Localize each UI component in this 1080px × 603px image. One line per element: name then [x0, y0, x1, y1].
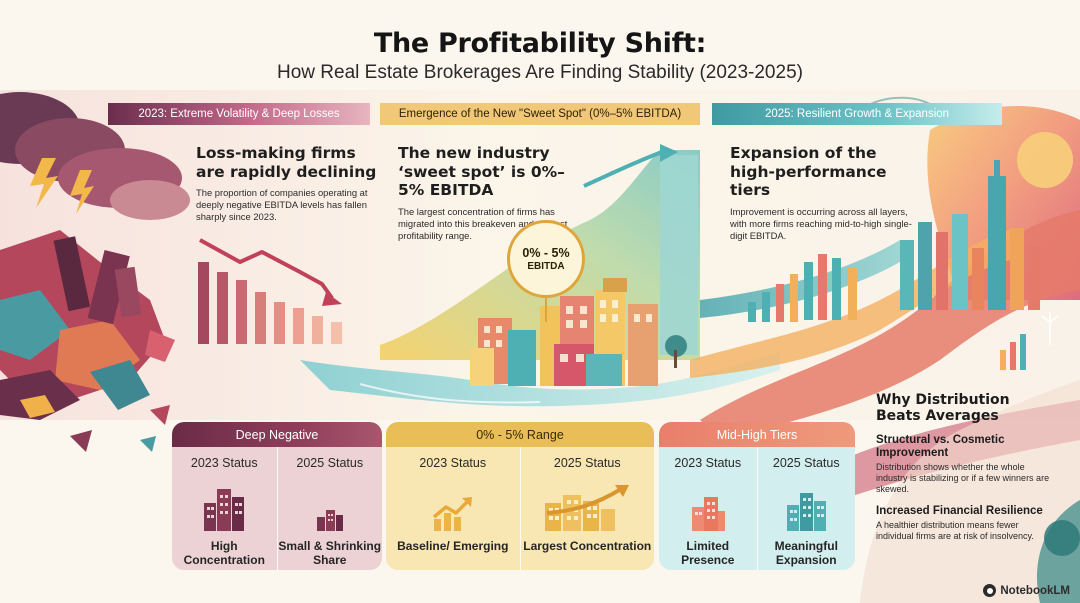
why-title: Why Distribution Beats Averages — [876, 392, 1010, 425]
banner-2025: 2025: Resilient Growth & Expansion — [712, 103, 1002, 125]
wind-turbine-icon — [1041, 312, 1059, 345]
section-heading: Loss-making firms are rapidly declining — [196, 144, 377, 181]
building-icon — [690, 481, 726, 531]
badge-label: EBITDA — [527, 261, 565, 272]
status-value: Small & Shrinking Share — [278, 539, 382, 568]
card-title: Deep Negative — [172, 422, 382, 447]
status-column-2023: 2023 Status Limited Presence — [659, 447, 757, 570]
status-column-2025: 2025 Status Largest Concentration — [519, 447, 655, 570]
status-label: 2025 Status — [296, 456, 364, 470]
status-column-2023: 2023 Status Baseline/ Emerging — [386, 447, 520, 570]
ebitda-badge: 0% - 5% EBITDA — [507, 220, 585, 298]
banner-sweet-spot: Emergence of the New "Sweet Spot" (0%–5%… — [380, 103, 700, 125]
badge-range: 0% - 5% — [522, 246, 570, 260]
status-value: Baseline/ Emerging — [397, 539, 509, 553]
notebooklm-brand: NotebookLM — [983, 584, 1070, 597]
section-high-performance: Expansion of the high-performance tiers … — [730, 144, 920, 242]
status-label: 2023 Status — [419, 456, 487, 470]
tall-buildings-icon — [202, 481, 246, 531]
city-buildings — [470, 278, 687, 386]
status-value: High Concentration — [183, 539, 265, 568]
section-body: Improvement is occurring across all laye… — [730, 205, 912, 241]
status-label: 2023 Status — [190, 456, 258, 470]
why-point-heading: Increased Financial Resilience — [876, 504, 1043, 517]
status-column-2023: 2023 Status High Concentration — [172, 447, 277, 570]
section-heading: The new industry ‘sweet spot’ is 0%–5% E… — [398, 144, 565, 200]
card-deep-negative: Deep Negative 2023 Status High Concentra… — [172, 422, 382, 570]
status-value: Meaningful Expansion — [774, 539, 838, 568]
section-body: The largest concentration of firms has m… — [398, 205, 568, 241]
brand-label: NotebookLM — [1000, 584, 1070, 597]
status-label: 2025 Status — [553, 456, 621, 470]
why-distribution-panel: Why Distribution Beats Averages Structur… — [876, 392, 1052, 542]
status-value: Largest Concentration — [523, 539, 652, 553]
page-subtitle: How Real Estate Brokerages Are Finding S… — [277, 62, 803, 83]
declining-bar-chart — [198, 238, 342, 344]
section-sweet-spot: The new industry ‘sweet spot’ is 0%–5% E… — [398, 144, 578, 242]
why-point-body: Distribution shows whether the whole ind… — [876, 461, 1050, 494]
badge-pin — [545, 296, 547, 322]
buildings-icon — [785, 481, 827, 531]
page-title: The Profitability Shift: — [373, 28, 707, 59]
small-buildings-icon — [316, 481, 344, 531]
why-point-body: A healthier distribution means fewer ind… — [876, 519, 1034, 541]
buildings-growth-icon — [543, 481, 631, 531]
card-sweet-spot: 0% - 5% Range 2023 Status Baseline/ Emer… — [386, 422, 654, 570]
status-column-2025: 2025 Status Meaningful Expansion — [756, 447, 856, 570]
card-title: 0% - 5% Range — [386, 422, 654, 447]
why-point-heading: Structural vs. Cosmetic Improvement — [876, 434, 1005, 460]
crumbling-terrain — [0, 230, 175, 452]
storm-cloud-icon — [0, 92, 190, 220]
card-title: Mid-High Tiers — [659, 422, 855, 447]
status-column-2025: 2025 Status Small & Shrinking Share — [276, 447, 383, 570]
banner-2023: 2023: Extreme Volatility & Deep Losses — [108, 103, 370, 125]
skyline-bars — [748, 160, 1040, 370]
section-body: The proportion of companies operating at… — [196, 187, 368, 223]
growth-arrow-icon — [432, 481, 474, 531]
status-label: 2023 Status — [674, 456, 742, 470]
card-mid-high-tiers: Mid-High Tiers 2023 Status Limited Prese… — [659, 422, 855, 570]
notebooklm-logo-icon — [983, 584, 997, 597]
section-loss-making: Loss-making firms are rapidly declining … — [196, 144, 388, 223]
section-heading: Expansion of the high-performance tiers — [730, 144, 887, 200]
status-label: 2025 Status — [772, 456, 840, 470]
status-value: Limited Presence — [681, 539, 735, 568]
